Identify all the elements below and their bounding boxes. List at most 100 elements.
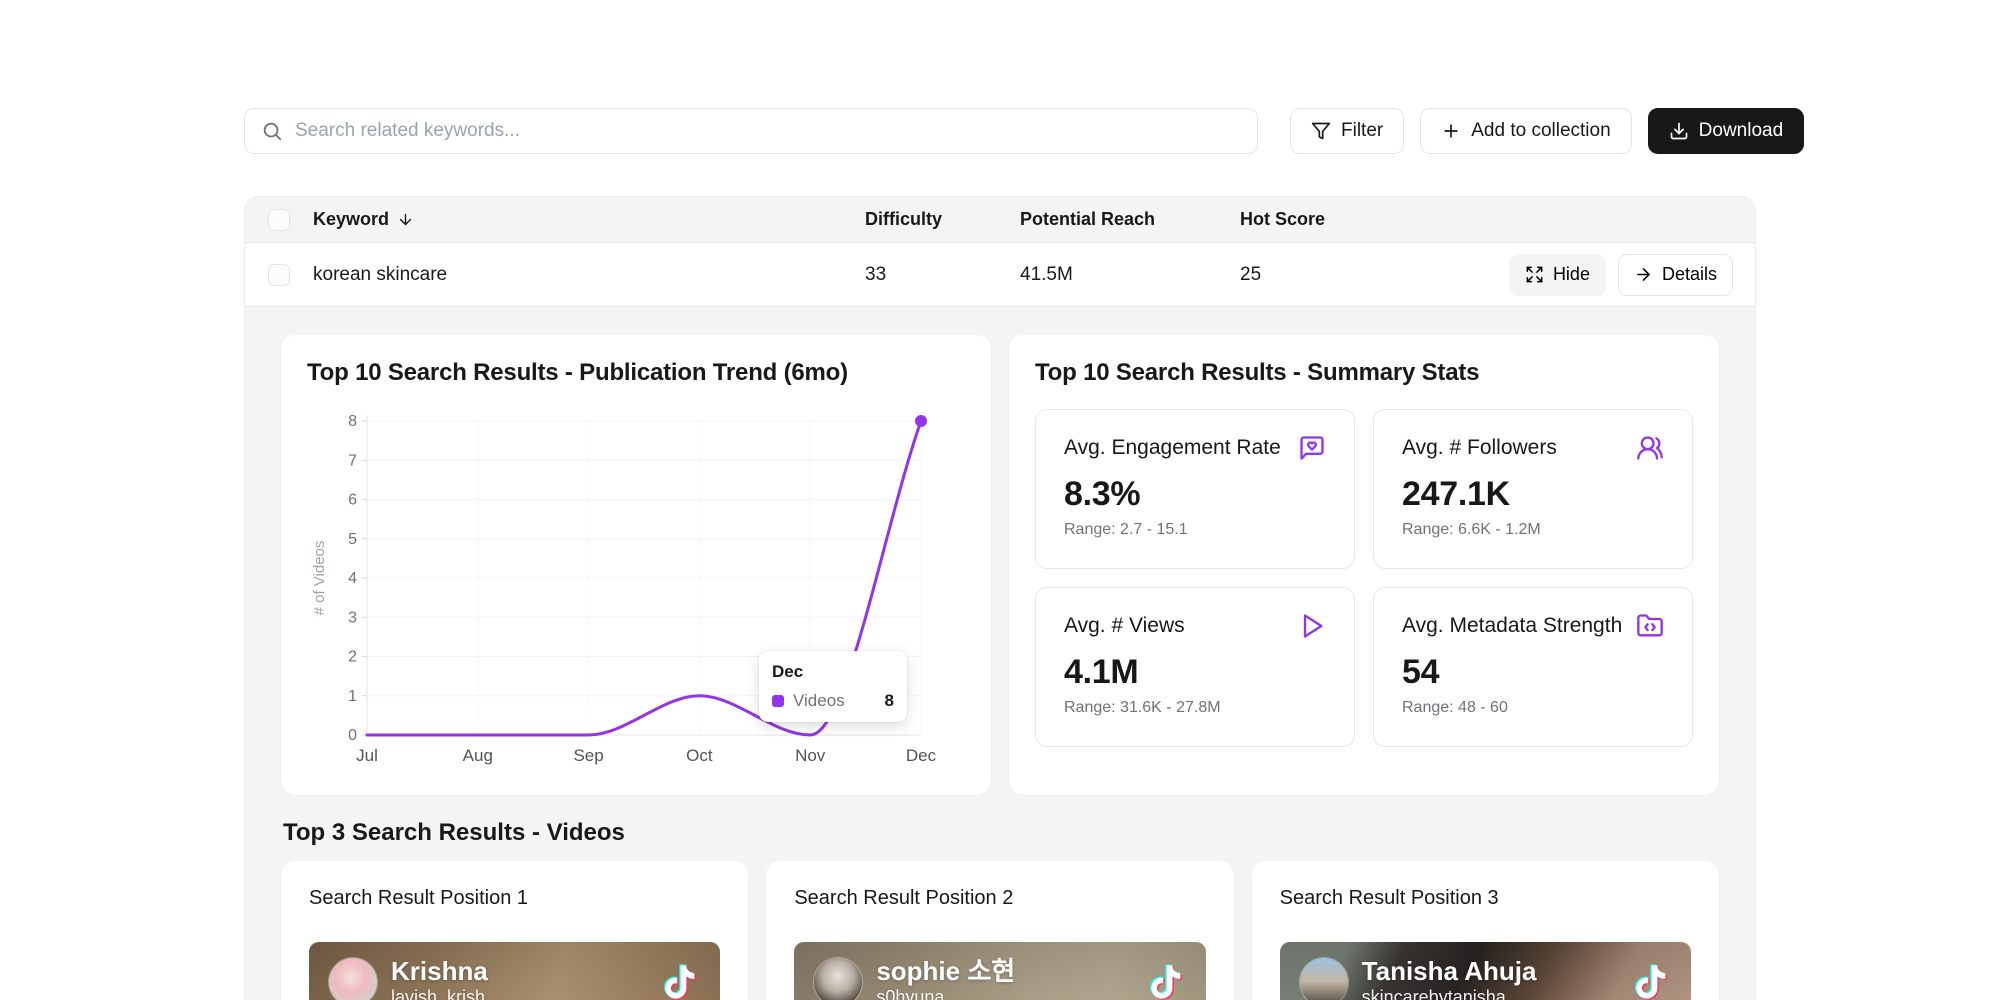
filter-button[interactable]: Filter [1290, 108, 1404, 154]
svg-text:Jul: Jul [356, 746, 378, 765]
plus-icon [1441, 121, 1461, 141]
tooltip-month: Dec [772, 662, 894, 682]
creator-handle: s0hyuna_ [876, 987, 1015, 1000]
creator-avatar [329, 958, 377, 1000]
svg-text:Nov: Nov [795, 746, 826, 765]
stat-card-followers: Avg. # Followers 247.1K Range: 6.6K - 1.… [1373, 409, 1693, 569]
video-thumbnail[interactable]: sophie 소현 s0hyuna_ [794, 942, 1205, 1000]
header-checkbox-cell [245, 209, 313, 231]
add-to-collection-label: Add to collection [1471, 120, 1610, 142]
download-label: Download [1699, 120, 1784, 142]
stat-value: 8.3% [1064, 475, 1326, 514]
videos-section-title: Top 3 Search Results - Videos [283, 819, 1719, 847]
details-button[interactable]: Details [1618, 254, 1733, 296]
expanded-detail-panel: Top 10 Search Results - Publication Tren… [245, 307, 1755, 1000]
creator-name: Tanisha Ahuja [1362, 957, 1537, 987]
svg-text:Oct: Oct [686, 746, 713, 765]
arrow-right-icon [1634, 265, 1653, 284]
video-thumbnail[interactable]: Krishna lavish_krish [309, 942, 720, 1000]
creator-handle: lavish_krish [391, 987, 488, 1000]
svg-text:0: 0 [348, 727, 357, 744]
svg-text:5: 5 [348, 531, 357, 548]
svg-text:6: 6 [348, 492, 357, 509]
videos-row: Search Result Position 1 Krishna lavish_… [281, 861, 1719, 1000]
summary-stats-card: Top 10 Search Results - Summary Stats Av… [1009, 335, 1719, 795]
download-icon [1669, 121, 1689, 141]
expand-icon [1525, 265, 1544, 284]
stat-value: 54 [1402, 653, 1664, 692]
keyword-table: Keyword Difficulty Potential Reach Hot S… [244, 196, 1756, 1000]
svg-text:7: 7 [348, 452, 357, 469]
stat-label: Avg. # Views [1064, 614, 1185, 638]
header-hot-score: Hot Score [1240, 209, 1495, 230]
row-actions: Hide Details [1495, 254, 1755, 296]
tooltip-value: 8 [885, 691, 894, 711]
svg-text:4: 4 [348, 570, 357, 587]
search-icon [261, 120, 283, 142]
toolbar: Filter Add to collection Download [244, 108, 1756, 154]
svg-text:# of Videos: # of Videos [311, 541, 328, 616]
search-box[interactable] [244, 108, 1258, 154]
row-hot-score: 25 [1240, 264, 1495, 286]
stat-value: 247.1K [1402, 475, 1664, 514]
users-icon [1636, 434, 1664, 462]
svg-text:Aug: Aug [463, 746, 493, 765]
video-position-label: Search Result Position 2 [794, 887, 1205, 910]
tooltip-series-swatch [772, 695, 784, 707]
chart-tooltip: Dec Videos 8 [759, 651, 907, 722]
svg-text:Sep: Sep [573, 746, 603, 765]
header-potential-reach: Potential Reach [1020, 209, 1240, 230]
creator-avatar [814, 958, 862, 1000]
stat-value: 4.1M [1064, 653, 1326, 692]
stat-label: Avg. Engagement Rate [1064, 436, 1281, 460]
stats-grid: Avg. Engagement Rate 8.3% Range: 2.7 - 1… [1035, 409, 1693, 747]
video-card-position-2: Search Result Position 2 sophie 소현 s0hyu… [766, 861, 1233, 1000]
publication-trend-card: Top 10 Search Results - Publication Tren… [281, 335, 991, 795]
tiktok-icon [660, 962, 700, 1000]
stat-range: Range: 31.6K - 27.8M [1064, 699, 1326, 717]
add-to-collection-button[interactable]: Add to collection [1420, 108, 1631, 154]
message-heart-icon [1298, 434, 1326, 462]
creator-name: sophie 소현 [876, 957, 1015, 987]
download-button[interactable]: Download [1648, 108, 1805, 154]
svg-text:2: 2 [348, 649, 357, 666]
stat-label: Avg. Metadata Strength [1402, 614, 1622, 638]
table-header-row: Keyword Difficulty Potential Reach Hot S… [245, 197, 1755, 243]
tiktok-icon [1146, 962, 1186, 1000]
search-input[interactable] [295, 120, 1241, 142]
play-icon [1298, 612, 1326, 640]
table-row: korean skincare 33 41.5M 25 Hide Details [245, 243, 1755, 307]
svg-text:8: 8 [348, 413, 357, 430]
tooltip-series-name: Videos [793, 691, 845, 711]
row-checkbox[interactable] [268, 264, 290, 286]
header-difficulty: Difficulty [865, 209, 1020, 230]
filter-label: Filter [1341, 120, 1383, 142]
row-difficulty: 33 [865, 264, 1020, 286]
creator-name: Krishna [391, 957, 488, 987]
hide-label: Hide [1553, 264, 1590, 285]
video-card-position-1: Search Result Position 1 Krishna lavish_… [281, 861, 748, 1000]
stat-card-engagement-rate: Avg. Engagement Rate 8.3% Range: 2.7 - 1… [1035, 409, 1355, 569]
stat-range: Range: 2.7 - 15.1 [1064, 521, 1326, 539]
line-chart: 0 1 2 3 4 5 6 7 8 Jul Aug Sep Oct Nov Dec # of Videos [309, 405, 959, 783]
row-checkbox-cell [245, 264, 313, 286]
video-position-label: Search Result Position 1 [309, 887, 720, 910]
row-potential-reach: 41.5M [1020, 264, 1240, 286]
tiktok-icon [1631, 962, 1671, 1000]
stat-card-views: Avg. # Views 4.1M Range: 31.6K - 27.8M [1035, 587, 1355, 747]
stats-card-title: Top 10 Search Results - Summary Stats [1035, 359, 1693, 387]
page: Filter Add to collection Download Keywor… [244, 0, 1756, 1000]
hide-button[interactable]: Hide [1509, 254, 1606, 296]
video-card-position-3: Search Result Position 3 Tanisha Ahuja s… [1252, 861, 1719, 1000]
stat-range: Range: 48 - 60 [1402, 699, 1664, 717]
creator-avatar [1300, 958, 1348, 1000]
svg-text:3: 3 [348, 609, 357, 626]
publication-trend-chart[interactable]: 0 1 2 3 4 5 6 7 8 Jul Aug Sep Oct Nov Dec # of Videos D… [309, 405, 965, 788]
video-thumbnail[interactable]: Tanisha Ahuja skincarebytanisha [1280, 942, 1691, 1000]
header-keyword[interactable]: Keyword [313, 209, 865, 230]
select-all-checkbox[interactable] [268, 209, 290, 231]
stat-card-metadata-strength: Avg. Metadata Strength 54 Range: 48 - 60 [1373, 587, 1693, 747]
svg-text:1: 1 [348, 688, 357, 705]
trend-card-title: Top 10 Search Results - Publication Tren… [307, 359, 965, 387]
svg-text:Dec: Dec [906, 746, 937, 765]
